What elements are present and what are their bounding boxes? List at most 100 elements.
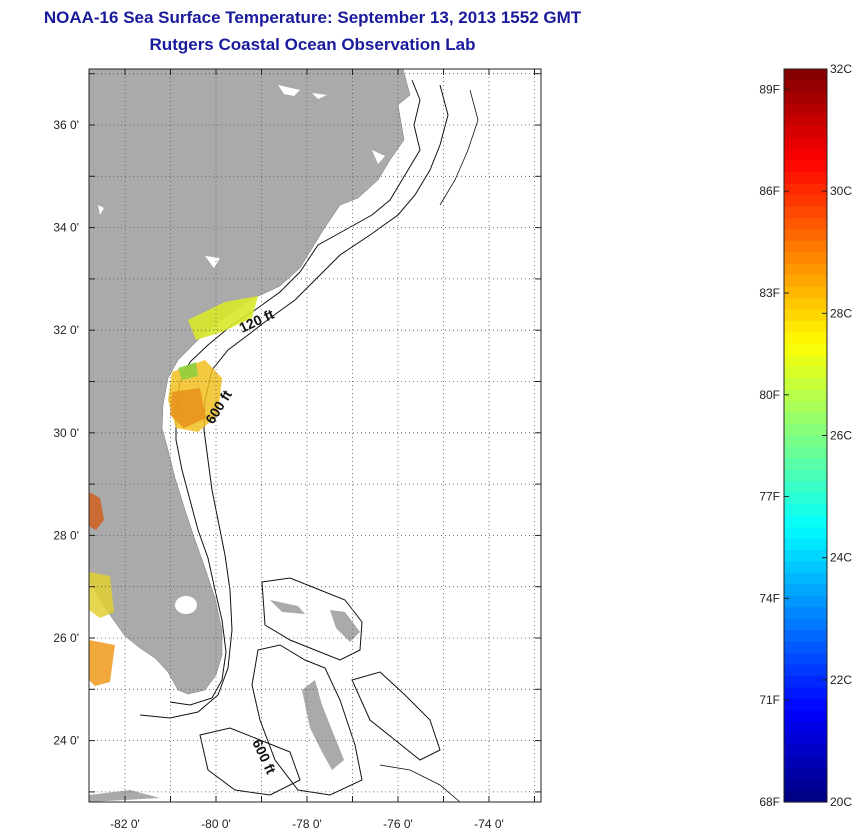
colorbar-band <box>784 561 827 574</box>
colorbar-band <box>784 149 827 162</box>
lat-tick-label: 36 0' <box>53 118 79 132</box>
map-subtitle: Rutgers Coastal Ocean Observation Lab <box>149 35 476 54</box>
colorbar-band <box>784 309 827 322</box>
colorbar-band <box>784 217 827 230</box>
colorbar-band <box>784 91 827 104</box>
colorbar-band <box>784 527 827 540</box>
colorbar-band <box>784 320 827 334</box>
contour-south <box>379 764 461 802</box>
colorbar-celsius-label: 32C <box>830 62 852 76</box>
pamlico-sound <box>372 150 385 164</box>
colorbar-fahrenheit-label: 68F <box>759 795 780 809</box>
colorbar <box>784 69 827 803</box>
colorbar-band <box>784 80 827 93</box>
colorbar-band <box>784 790 827 803</box>
colorbar-band <box>784 389 827 402</box>
colorbar-celsius-label: 22C <box>830 673 852 687</box>
colorbar-band <box>784 664 827 677</box>
colorbar-band <box>784 424 827 437</box>
land-mainland <box>89 69 411 695</box>
colorbar-band <box>784 378 827 391</box>
lat-tick-label: 30 0' <box>53 426 79 440</box>
colorbar-band <box>784 733 827 746</box>
colorbar-band <box>784 298 827 311</box>
sst-patch <box>89 572 114 618</box>
colorbar-band <box>784 240 827 253</box>
colorbar-band <box>784 641 827 654</box>
colorbar-band <box>784 584 827 597</box>
contour-deep <box>439 89 479 206</box>
sst-patch <box>89 492 104 530</box>
sst-patch <box>170 388 206 428</box>
lon-tick-label: -76 0' <box>383 817 413 831</box>
colorbar-band <box>784 595 827 608</box>
colorbar-band <box>784 206 827 219</box>
colorbar-band <box>784 343 827 356</box>
colorbar-band <box>784 710 827 723</box>
lon-tick-label: -78 0' <box>292 817 322 831</box>
colorbar-band <box>784 126 827 139</box>
colorbar-band <box>784 183 827 196</box>
map-title: NOAA-16 Sea Surface Temperature: Septemb… <box>43 8 582 27</box>
inland-water <box>205 256 220 268</box>
colorbar-band <box>784 756 827 769</box>
colorbar-band <box>784 767 827 780</box>
map-panel <box>89 69 541 802</box>
colorbar-band <box>784 779 827 792</box>
colorbar-band <box>784 194 827 208</box>
colorbar-band <box>784 103 827 116</box>
colorbar-band <box>784 286 827 299</box>
colorbar-fahrenheit-label: 77F <box>759 490 780 504</box>
colorbar-band <box>784 481 827 494</box>
colorbar-band <box>784 435 827 448</box>
colorbar-band <box>784 653 827 666</box>
contour-120ft <box>169 79 421 706</box>
land-bahamas-grand <box>270 600 305 614</box>
contour-great-bahama-bank <box>251 644 363 796</box>
inland-water <box>312 93 327 99</box>
sst-patch <box>188 296 258 340</box>
lon-tick-label: -74 0' <box>474 817 504 831</box>
colorbar-band <box>784 160 827 173</box>
colorbar-band <box>784 366 827 379</box>
axis-ticks <box>89 69 541 802</box>
colorbar-fahrenheit-label: 80F <box>759 388 780 402</box>
colorbar-fahrenheit-label: 74F <box>759 591 780 605</box>
colorbar-band <box>784 252 827 265</box>
colorbar-band <box>784 721 827 734</box>
lat-tick-label: 32 0' <box>53 323 79 337</box>
lon-tick-label: -82 0' <box>110 817 140 831</box>
contour-bahamas-north <box>261 577 363 661</box>
colorbar-fahrenheit-label: 86F <box>759 184 780 198</box>
colorbar-band <box>784 618 827 631</box>
colorbar-band <box>784 412 827 425</box>
colorbar-band <box>784 172 827 185</box>
colorbar-fahrenheit-label: 89F <box>759 82 780 96</box>
sst-patch <box>89 640 115 686</box>
colorbar-band <box>784 676 827 689</box>
colorbar-band <box>784 687 827 700</box>
colorbar-band <box>784 744 827 757</box>
colorbar-band <box>784 538 827 551</box>
inland-water <box>278 85 300 96</box>
colorbar-band <box>784 275 827 288</box>
map-frame <box>88 68 542 803</box>
colorbar-celsius-label: 28C <box>830 306 852 320</box>
axis-tick-labels: -82 0' -80 0' -78 0' -76 0' -74 0' 36 0' 34 0'… <box>53 118 503 831</box>
map-gridlines <box>89 69 541 802</box>
colorbar-celsius-label: 20C <box>830 795 852 809</box>
colorbar-band <box>784 607 827 620</box>
colorbar-fahrenheit-label: 71F <box>759 693 780 707</box>
lat-tick-label: 28 0' <box>53 528 79 542</box>
colorbar-band <box>784 458 827 471</box>
colorbar-ticks: 32C 30C 28C 26C 24C 22C 20C 89F 86F 83F 80F 77F 74F 7… <box>759 62 852 809</box>
lake-okeechobee <box>175 596 197 614</box>
colorbar-band <box>784 229 827 242</box>
colorbar-fahrenheit-label: 83F <box>759 286 780 300</box>
colorbar-celsius-label: 24C <box>830 551 852 565</box>
colorbar-band <box>784 332 827 345</box>
sst-patch <box>178 362 198 380</box>
colorbar-band <box>784 114 827 127</box>
colorbar-band <box>784 550 827 563</box>
